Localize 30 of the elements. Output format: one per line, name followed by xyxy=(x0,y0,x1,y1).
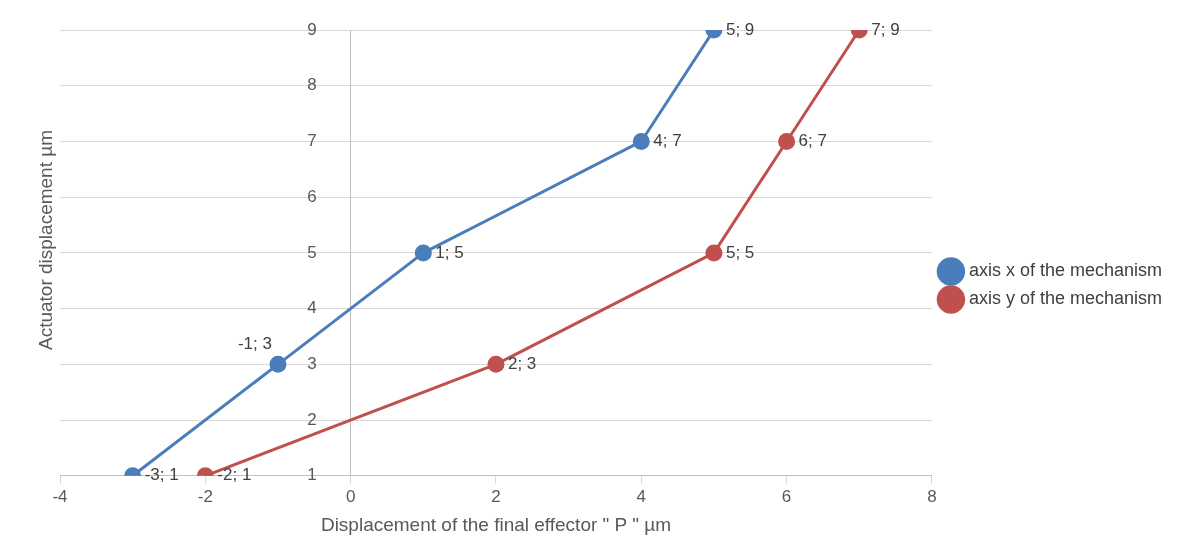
x-tick-label: 0 xyxy=(345,486,356,506)
y-tick-label: 9 xyxy=(307,19,317,39)
legend-label: axis y of the mechanism xyxy=(968,288,1162,309)
y-tick-label: 3 xyxy=(307,354,317,374)
data-label: 2; 3 xyxy=(507,354,537,374)
x-tick-label: 4 xyxy=(636,486,647,506)
data-label: 6; 7 xyxy=(798,131,827,151)
data-label: -1; 3 xyxy=(237,334,272,354)
y-tick-label: 5 xyxy=(307,242,317,262)
y-tick-label: 4 xyxy=(307,298,317,318)
x-axis-title: Displacement of the final effector " P " µm xyxy=(320,513,671,535)
data-label: -3; 1 xyxy=(144,465,179,485)
x-tick-label: 2 xyxy=(491,486,501,506)
y-tick-label: 6 xyxy=(307,186,317,206)
y-tick-label: 7 xyxy=(307,131,317,151)
data-label: 1; 5 xyxy=(435,242,464,262)
y-tick-label: 8 xyxy=(307,75,317,95)
data-label: 5; 9 xyxy=(725,19,755,39)
data-label: 4; 7 xyxy=(653,131,682,151)
legend-label: axis x of the mechanism xyxy=(968,260,1162,281)
x-tick-label: -4 xyxy=(52,486,68,506)
x-tick-label: 6 xyxy=(781,486,792,506)
x-tick-label: 8 xyxy=(927,486,937,506)
y-axis-title: Actuator displacement µm xyxy=(35,129,57,351)
x-tick-label: -2 xyxy=(197,486,213,506)
data-label: 5; 5 xyxy=(725,242,755,262)
data-label: 7; 9 xyxy=(871,19,900,39)
data-label: -2; 1 xyxy=(217,465,252,485)
y-tick-label: 2 xyxy=(307,409,317,429)
y-tick-label: 1 xyxy=(307,465,317,485)
